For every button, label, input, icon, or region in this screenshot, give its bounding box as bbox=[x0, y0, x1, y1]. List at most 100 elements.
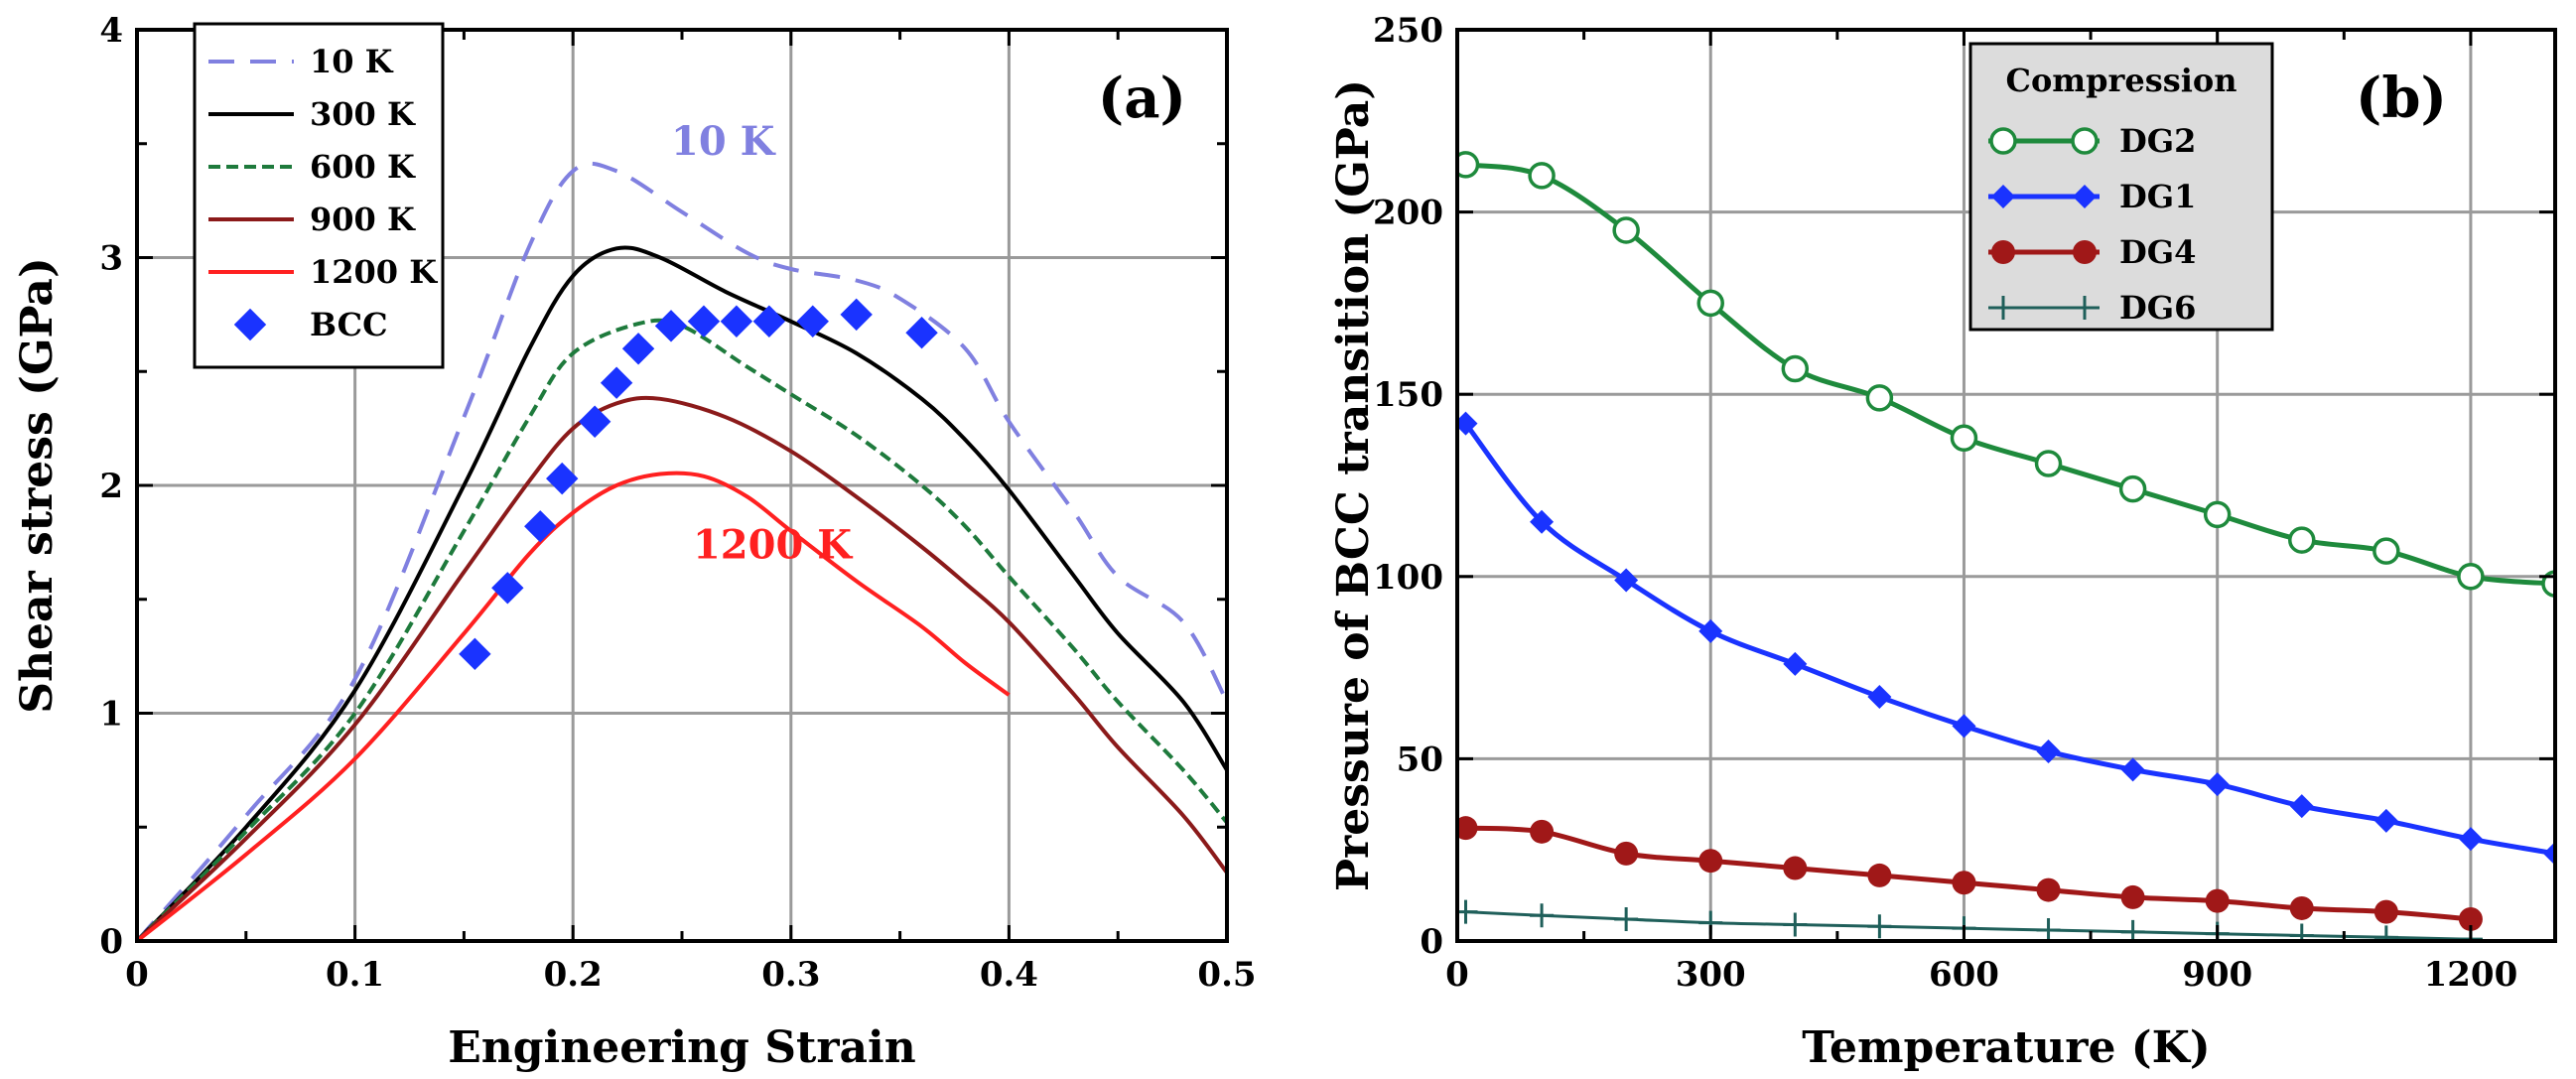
y-tick-label: 200 bbox=[1373, 194, 1443, 233]
bcc-marker bbox=[524, 510, 557, 543]
legend-swatch-marker bbox=[1991, 185, 2015, 208]
legend-swatch-marker bbox=[1991, 240, 2015, 264]
data-point-dg2 bbox=[1781, 354, 1810, 383]
data-point-dg4 bbox=[2289, 895, 2314, 920]
y-tick-label: 4 bbox=[99, 11, 123, 51]
data-point-dg1 bbox=[1530, 509, 1555, 534]
x-tick-label: 1200 bbox=[2424, 955, 2518, 995]
legend-swatch-marker bbox=[2071, 127, 2099, 155]
bcc-marker bbox=[621, 333, 655, 365]
y-tick-label: 2 bbox=[99, 467, 123, 506]
data-point-dg4 bbox=[1698, 849, 1723, 874]
legend-label: DG2 bbox=[2119, 122, 2196, 160]
data-point-dg2 bbox=[1865, 384, 1894, 412]
legend-swatch-marker bbox=[2073, 296, 2097, 320]
panel-b-label: (b) bbox=[2356, 66, 2447, 131]
panel-a-ylabel: Shear stress (GPa) bbox=[12, 257, 63, 714]
data-point-dg2 bbox=[2203, 500, 2232, 529]
bcc-marker bbox=[600, 366, 633, 399]
annotation-label: 1200 K bbox=[693, 521, 853, 568]
x-tick-label: 0.5 bbox=[1197, 955, 1256, 995]
data-point-dg1 bbox=[2205, 772, 2230, 797]
y-tick-label: 150 bbox=[1373, 375, 1443, 415]
data-point-dg1 bbox=[1783, 651, 1808, 676]
data-point-dg1 bbox=[1698, 618, 1723, 643]
bcc-marker bbox=[654, 310, 688, 342]
panel-a-legend: 10 K 300 K 600 K 900 K 1200 K BCC bbox=[193, 22, 445, 369]
panel-a-ticks: 0 0.1 0.2 0.3 0.4 0.5 0 1 2 3 4 bbox=[99, 11, 1256, 995]
data-point-dg1 bbox=[2289, 794, 2314, 819]
data-point-dg2 bbox=[2457, 563, 2485, 591]
bcc-marker bbox=[459, 637, 491, 671]
legend-label: BCC bbox=[310, 306, 388, 343]
bcc-marker bbox=[491, 572, 524, 605]
data-point-dg4 bbox=[2205, 888, 2230, 913]
series-line-dg6 bbox=[1465, 910, 2471, 941]
data-point-dg4 bbox=[2373, 899, 2398, 924]
data-point-dg1 bbox=[2543, 841, 2555, 866]
panel-b-legend: Compression DG2 DG1 DG4 DG6 bbox=[1968, 42, 2274, 332]
y-tick-label: 3 bbox=[99, 239, 123, 279]
legend-swatch bbox=[233, 308, 267, 341]
data-point-dg6 bbox=[1867, 914, 1892, 939]
bcc-marker bbox=[687, 305, 721, 337]
data-point-dg1 bbox=[1952, 714, 1976, 739]
panel-a-legend-box bbox=[193, 22, 445, 369]
data-point-dg2 bbox=[1696, 289, 1724, 318]
panel-b-ylabel: Pressure of BCC transition (GPa) bbox=[1328, 79, 1379, 891]
data-point-dg4 bbox=[1614, 841, 1639, 866]
data-point-dg4 bbox=[2036, 877, 2061, 902]
data-point-dg2 bbox=[1612, 216, 1640, 244]
data-point-dg6 bbox=[1530, 903, 1555, 928]
data-point-dg2 bbox=[2288, 526, 2316, 554]
bcc-marker bbox=[546, 462, 579, 495]
data-point-dg4 bbox=[1952, 871, 1976, 895]
series-line-900k bbox=[137, 395, 1227, 941]
data-point-dg4 bbox=[2458, 906, 2483, 931]
panel-b-legend-title: Compression bbox=[2005, 62, 2237, 99]
data-point-dg4 bbox=[1867, 863, 1892, 887]
data-point-dg4 bbox=[1530, 819, 1555, 844]
data-point-dg4 bbox=[1783, 856, 1808, 880]
data-point-dg2 bbox=[2034, 450, 2063, 477]
panel-b-xlabel: Temperature (K) bbox=[1802, 1022, 2210, 1073]
legend-label: DG1 bbox=[2119, 178, 2196, 215]
legend-label: DG6 bbox=[2119, 289, 2196, 327]
legend-label: 300 K bbox=[310, 95, 416, 133]
y-tick-label: 250 bbox=[1373, 11, 1443, 51]
data-point-dg4 bbox=[2120, 884, 2145, 909]
panel-b-frame bbox=[1455, 28, 2557, 943]
series-line-1200k bbox=[137, 471, 1011, 941]
y-tick-label: 50 bbox=[1397, 740, 1443, 779]
panel-a-chart: 0 0.1 0.2 0.3 0.4 0.5 0 1 2 3 4 Engineering Strain… bbox=[12, 11, 1257, 1073]
legend-label: 10 K bbox=[310, 43, 394, 80]
series-line-300k bbox=[137, 245, 1227, 941]
legend-swatch-marker bbox=[2073, 240, 2097, 264]
legend-swatch-marker bbox=[1989, 127, 2017, 155]
series-line-10k bbox=[137, 161, 1227, 941]
y-tick-label: 1 bbox=[99, 695, 123, 735]
data-point-dg6 bbox=[2036, 917, 2061, 941]
y-tick-label: 0 bbox=[1420, 922, 1443, 962]
data-point-dg1 bbox=[1457, 411, 1478, 436]
data-point-dg1 bbox=[2036, 740, 2061, 764]
bcc-marker bbox=[796, 305, 829, 337]
x-tick-label: 0 bbox=[125, 955, 149, 995]
data-point-dg2 bbox=[1457, 151, 1480, 179]
x-tick-label: 600 bbox=[1929, 955, 1999, 995]
data-point-dg6 bbox=[1783, 912, 1808, 937]
legend-swatch-marker bbox=[1991, 296, 2015, 320]
bcc-marker bbox=[720, 305, 753, 337]
data-point-dg2 bbox=[2118, 474, 2147, 503]
panel-b-legend-box bbox=[1968, 42, 2274, 332]
x-tick-label: 0.2 bbox=[544, 955, 603, 995]
legend-swatch-marker bbox=[2073, 185, 2097, 208]
data-point-dg6 bbox=[2289, 923, 2314, 941]
data-point-dg2 bbox=[1528, 162, 1556, 190]
data-point-dg1 bbox=[2120, 757, 2145, 782]
bcc-marker bbox=[840, 298, 873, 332]
series-line-600k bbox=[137, 318, 1227, 941]
panel-a-xlabel: Engineering Strain bbox=[448, 1022, 915, 1073]
annotation-label: 10 K bbox=[671, 118, 776, 165]
